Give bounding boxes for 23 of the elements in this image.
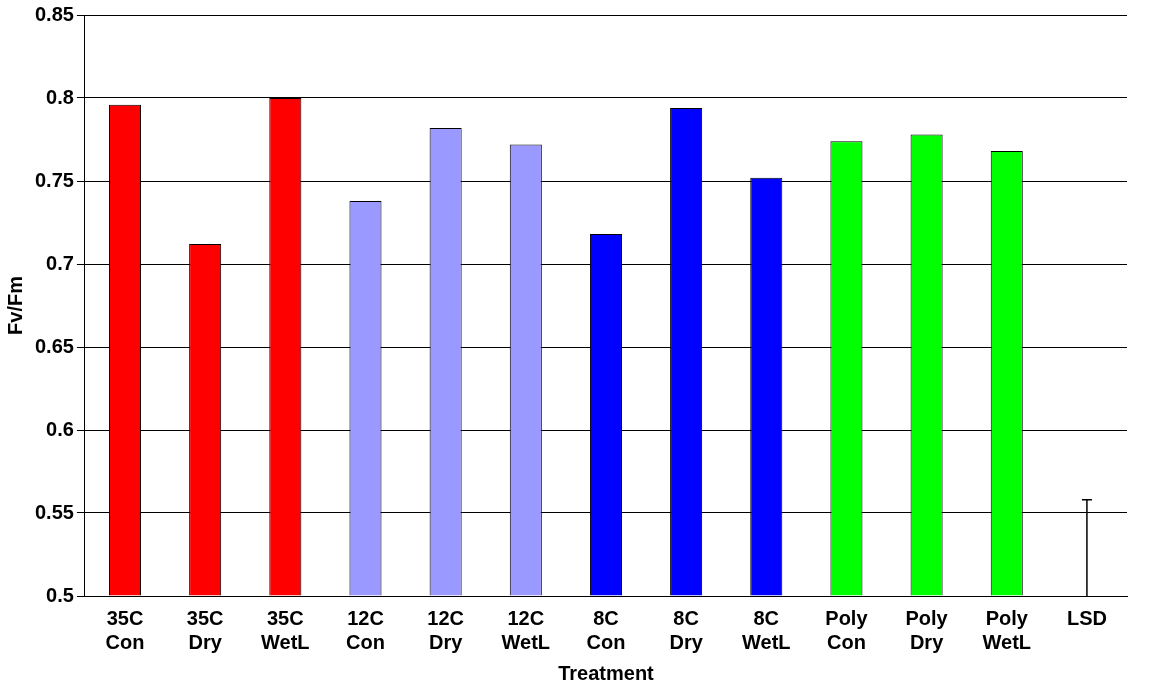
y-tick-label: 0.85 bbox=[34, 2, 74, 25]
y-tick-label: 0.75 bbox=[34, 168, 74, 191]
x-tick-label: 35C WetL bbox=[261, 606, 310, 653]
x-tick-label: 35C Con bbox=[105, 606, 145, 653]
x-tick-label: Poly Dry bbox=[905, 606, 949, 653]
y-tick-label: 0.5 bbox=[46, 583, 74, 606]
x-tick-label: 12C WetL bbox=[501, 606, 551, 653]
x-tick-label: 12C Con bbox=[346, 606, 385, 653]
x-tick-label: Poly WetL bbox=[982, 606, 1032, 653]
x-tick-label: 12C Dry bbox=[427, 606, 464, 653]
y-axis-title: Fv/Fm bbox=[3, 276, 26, 335]
y-tick-label: 0.7 bbox=[46, 251, 74, 274]
y-tick-label: 0.8 bbox=[46, 85, 74, 108]
x-tick-label: 35C Dry bbox=[186, 606, 224, 653]
y-tick-label: 0.6 bbox=[46, 417, 74, 440]
x-tick-label: 8C Dry bbox=[669, 606, 704, 653]
x-axis-title: Treatment bbox=[558, 661, 655, 684]
x-tick-label: 8C WetL bbox=[742, 606, 791, 653]
x-tick-label: Poly Con bbox=[825, 606, 869, 653]
x-tick-label: LSD bbox=[1066, 606, 1107, 629]
y-tick-label: 0.65 bbox=[34, 334, 74, 357]
x-tick-label: 8C Con bbox=[586, 606, 626, 653]
y-tick-label: 0.55 bbox=[34, 500, 74, 523]
